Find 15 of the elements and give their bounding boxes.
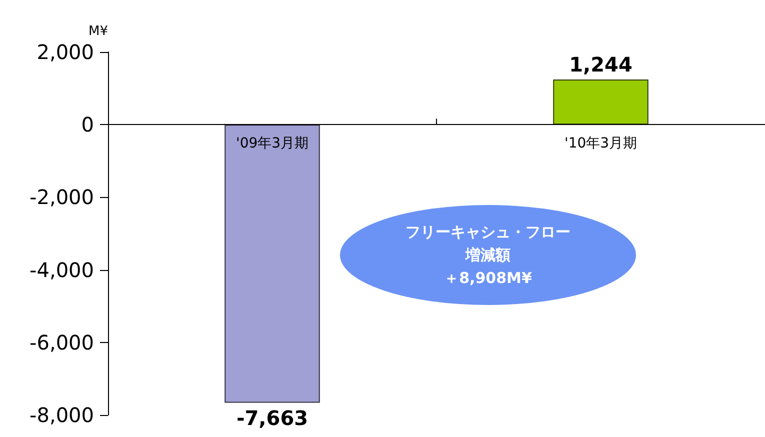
y-tick-label: -2,000 bbox=[30, 185, 94, 210]
annotation: ＋8,908M¥ bbox=[444, 268, 532, 288]
annotation: 増減額 bbox=[466, 244, 510, 266]
annotation: フリーキャシュ・フロー bbox=[406, 222, 570, 242]
x-tick-label: '09年3月期 bbox=[236, 136, 309, 152]
data-label: -7,663 bbox=[236, 406, 308, 430]
y-tick-label: -8,000 bbox=[30, 403, 94, 427]
data-label: 1,244 bbox=[569, 52, 632, 76]
y-tick-label: -6,000 bbox=[30, 330, 94, 354]
x-tick-label: '10年3月期 bbox=[564, 136, 638, 152]
y-tick-label: 2,000 bbox=[36, 40, 94, 64]
y-tick-label: 0 bbox=[81, 112, 94, 137]
y-tick-label: -4,000 bbox=[30, 258, 94, 282]
y-axis-title: M¥ bbox=[88, 24, 108, 39]
ellipse-callout: フリーキャシュ・フロー 増減額 ＋8,908M¥ bbox=[340, 205, 636, 305]
